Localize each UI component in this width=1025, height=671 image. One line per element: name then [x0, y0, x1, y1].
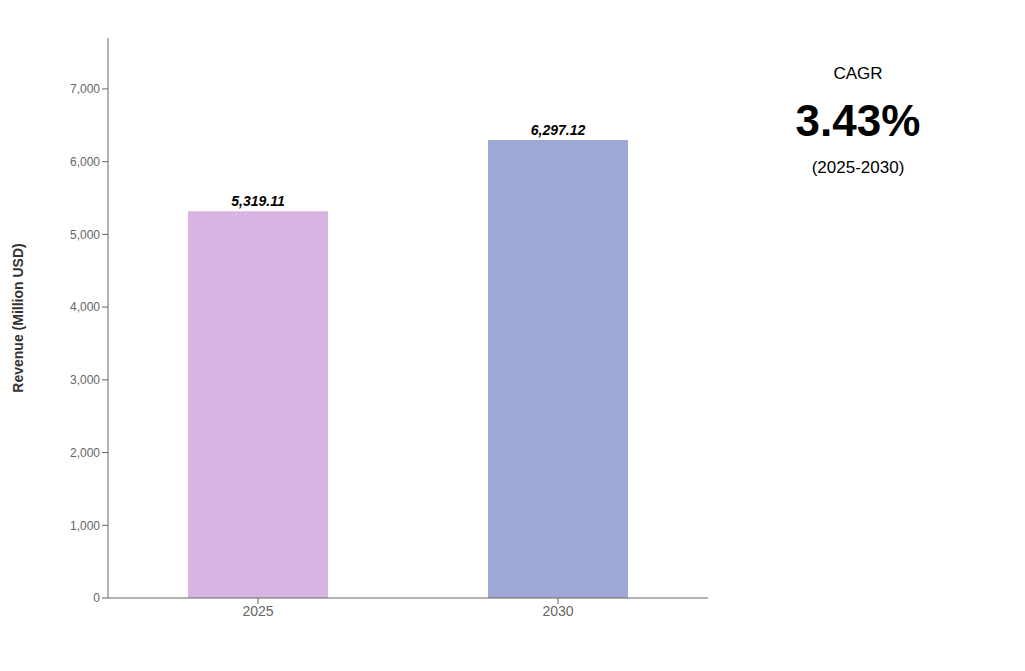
html-text:CAGR: CAGR	[833, 64, 883, 83]
svg-text:2030: 2030	[542, 603, 573, 619]
svg-text:2025: 2025	[242, 603, 273, 619]
svg-text:Revenue (Million USD): Revenue (Million USD)	[10, 243, 26, 392]
svg-text:7,000: 7,000	[70, 82, 100, 96]
svg-text:2,000: 2,000	[70, 446, 100, 460]
html-text:3.43%: 3.43%	[795, 96, 921, 145]
html-text:(2025-2030): (2025-2030)	[811, 158, 905, 177]
svg-text:0: 0	[93, 591, 100, 605]
svg-text:3,000: 3,000	[70, 373, 100, 387]
svg-text:6,297.12: 6,297.12	[531, 122, 586, 138]
svg-text:5,319.11: 5,319.11	[231, 193, 285, 209]
svg-text:6,000: 6,000	[70, 155, 100, 169]
svg-text:5,000: 5,000	[70, 228, 100, 242]
svg-text:4,000: 4,000	[70, 300, 100, 314]
svg-text:1,000: 1,000	[70, 519, 100, 533]
